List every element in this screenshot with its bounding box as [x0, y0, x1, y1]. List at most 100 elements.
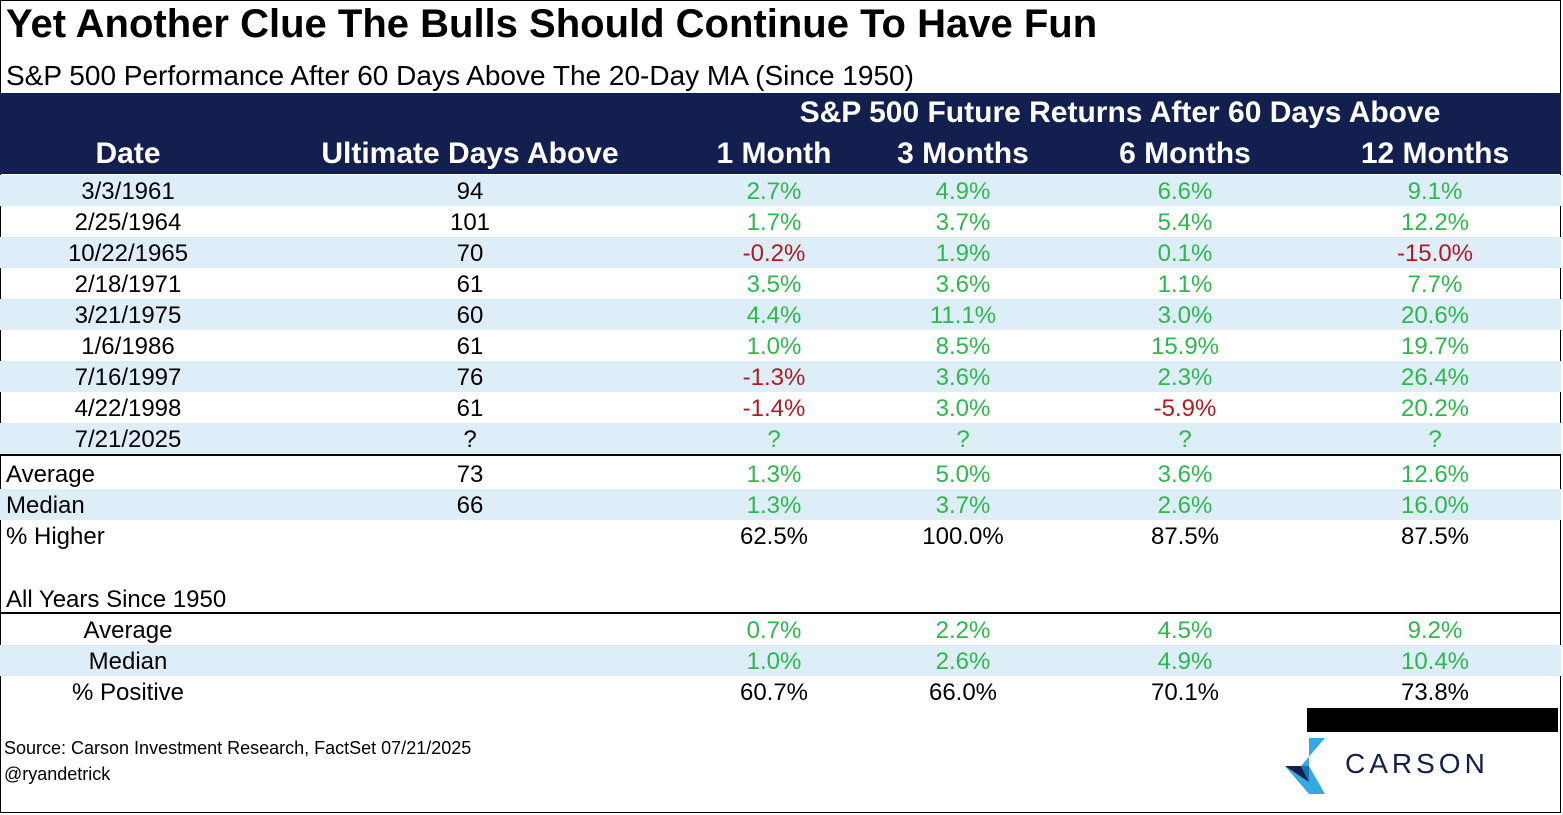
header-band — [0, 93, 1561, 174]
table-cell — [380, 614, 560, 645]
table-cell: 3.0% — [935, 395, 991, 422]
table-cell: 4.4% — [746, 302, 802, 329]
table-cell — [380, 676, 560, 707]
table-cell: 7/16/1997 — [74, 364, 182, 391]
table-cell: 2.2% — [935, 617, 991, 644]
table-cell: 60.7% — [739, 679, 809, 706]
table-row: 2/25/1964 101 1.7% 3.7% 5.4% 12.2% — [0, 206, 1561, 237]
table-cell: 101 — [449, 209, 491, 236]
table-cell: 2/25/1964 — [74, 209, 182, 236]
summary-row: Average 73 1.3% 5.0% 3.6% 12.6% — [0, 458, 1561, 489]
table-row: 3/21/1975 60 4.4% 11.1% 3.0% 20.6% — [0, 299, 1561, 330]
table-cell: 2.6% — [935, 648, 991, 675]
table-cell: 7/21/2025 — [74, 426, 182, 453]
table-cell: 76 — [456, 364, 484, 391]
summary-row: % Higher 62.5% 100.0% 87.5% 87.5% — [0, 520, 1561, 551]
divider-line — [0, 454, 1561, 456]
table-cell: % Positive — [71, 679, 185, 706]
table-cell: 2.3% — [1157, 364, 1213, 391]
table-cell: 0.7% — [746, 617, 802, 644]
table-cell: Average — [83, 617, 173, 644]
table-cell: 9.1% — [1407, 178, 1463, 205]
table-cell: 8.5% — [935, 333, 991, 360]
table-cell: 0.1% — [1157, 240, 1213, 267]
table-cell: ? — [956, 426, 970, 453]
table-cell: -15.0% — [1396, 240, 1474, 267]
table-cell: 11.1% — [929, 302, 997, 329]
table-row: 10/22/1965 70 -0.2% 1.9% 0.1% -15.0% — [0, 237, 1561, 268]
column-header-1-month: 1 Month — [716, 137, 832, 170]
table-cell: Average — [6, 461, 95, 488]
table-cell: 15.9% — [1150, 333, 1220, 360]
summary-row: Median 66 1.3% 3.7% 2.6% 16.0% — [0, 489, 1561, 520]
table-cell: 5.4% — [1157, 209, 1213, 236]
table-cell: 73.8% — [1400, 679, 1470, 706]
table-cell: ? — [767, 426, 781, 453]
table-cell: 20.6% — [1400, 302, 1470, 329]
all-years-row: Average 0.7% 2.2% 4.5% 9.2% — [0, 614, 1561, 645]
table-cell — [380, 520, 560, 551]
table-cell: 87.5% — [1150, 523, 1220, 550]
table-cell: 9.2% — [1407, 617, 1463, 644]
table-cell: 1.0% — [746, 333, 802, 360]
table-cell: 20.2% — [1400, 395, 1470, 422]
table-row: 7/16/1997 76 -1.3% 3.6% 2.3% 26.4% — [0, 361, 1561, 392]
table-cell: 70 — [456, 240, 484, 267]
table-cell: 19.7% — [1400, 333, 1470, 360]
table-cell: 61 — [456, 395, 484, 422]
table-cell: 1.7% — [746, 209, 802, 236]
table-cell: 60 — [456, 302, 484, 329]
table-cell: -1.3% — [742, 364, 806, 391]
table-cell: Median — [6, 492, 85, 519]
table-cell: 3.7% — [935, 492, 991, 519]
table-cell: 4/22/1998 — [74, 395, 182, 422]
table-cell: 4.9% — [1157, 648, 1213, 675]
table-cell: Median — [88, 648, 168, 675]
table-cell: 70.1% — [1150, 679, 1220, 706]
author-handle: @ryandetrick — [4, 764, 111, 784]
table-cell: 3.0% — [1157, 302, 1213, 329]
table-row: 7/21/2025????? — [0, 423, 1561, 454]
table-cell: 10/22/1965 — [67, 240, 189, 267]
table-row: 1/6/1986 61 1.0% 8.5% 15.9% 19.7% — [0, 330, 1561, 361]
table-row: 2/18/1971 61 3.5% 3.6% 1.1% 7.7% — [0, 268, 1561, 299]
table-cell: 66 — [456, 492, 484, 519]
table-cell: 62.5% — [739, 523, 809, 550]
carson-logo-text: CARSON — [1345, 748, 1489, 779]
carson-logo-icon — [1285, 738, 1325, 794]
all-years-row: Median 1.0% 2.6% 4.9% 10.4% — [0, 645, 1561, 676]
table-cell: 61 — [456, 271, 484, 298]
table-cell: 1.3% — [746, 461, 802, 488]
table-cell: 16.0% — [1400, 492, 1470, 519]
column-header-6-months: 6 Months — [1119, 137, 1251, 170]
table-cell: 66.0% — [928, 679, 998, 706]
table-cell: 100.0% — [922, 523, 1004, 550]
chart-title: Yet Another Clue The Bulls Should Contin… — [6, 2, 1098, 46]
carson-logo: CARSON — [1285, 738, 1505, 794]
table-cell: -1.4% — [742, 395, 806, 422]
table-cell: ? — [1178, 426, 1192, 453]
all-years-label: All Years Since 1950 — [6, 586, 227, 613]
table-cell: 61 — [456, 333, 484, 360]
table-cell: 4.5% — [1157, 617, 1213, 644]
redaction-bar — [1307, 708, 1558, 732]
table-cell: 7.7% — [1407, 271, 1463, 298]
column-header-3-months: 3 Months — [897, 137, 1029, 170]
column-header-12-months: 12 Months — [1360, 137, 1510, 170]
table-cell: 3.6% — [1157, 461, 1213, 488]
table-cell: % Higher — [6, 523, 105, 550]
table-cell: -5.9% — [1153, 395, 1217, 422]
table-row: 4/22/1998 61 -1.4% 3.0% -5.9% 20.2% — [0, 392, 1561, 423]
chart-subtitle: S&P 500 Performance After 60 Days Above … — [6, 60, 914, 91]
table-cell: 1.1% — [1157, 271, 1213, 298]
table-cell: 3.7% — [935, 209, 991, 236]
table-cell: 3.5% — [746, 271, 802, 298]
table-cell: 94 — [456, 178, 484, 205]
table-cell: ? — [1428, 426, 1442, 453]
all-years-row: % Positive 60.7% 66.0% 70.1% 73.8% — [0, 676, 1561, 707]
source-note: Source: Carson Investment Research, Fact… — [4, 738, 472, 758]
table-cell: 10.4% — [1400, 648, 1470, 675]
table-cell: 12.6% — [1400, 461, 1470, 488]
group-header: S&P 500 Future Returns After 60 Days Abo… — [799, 96, 1441, 129]
